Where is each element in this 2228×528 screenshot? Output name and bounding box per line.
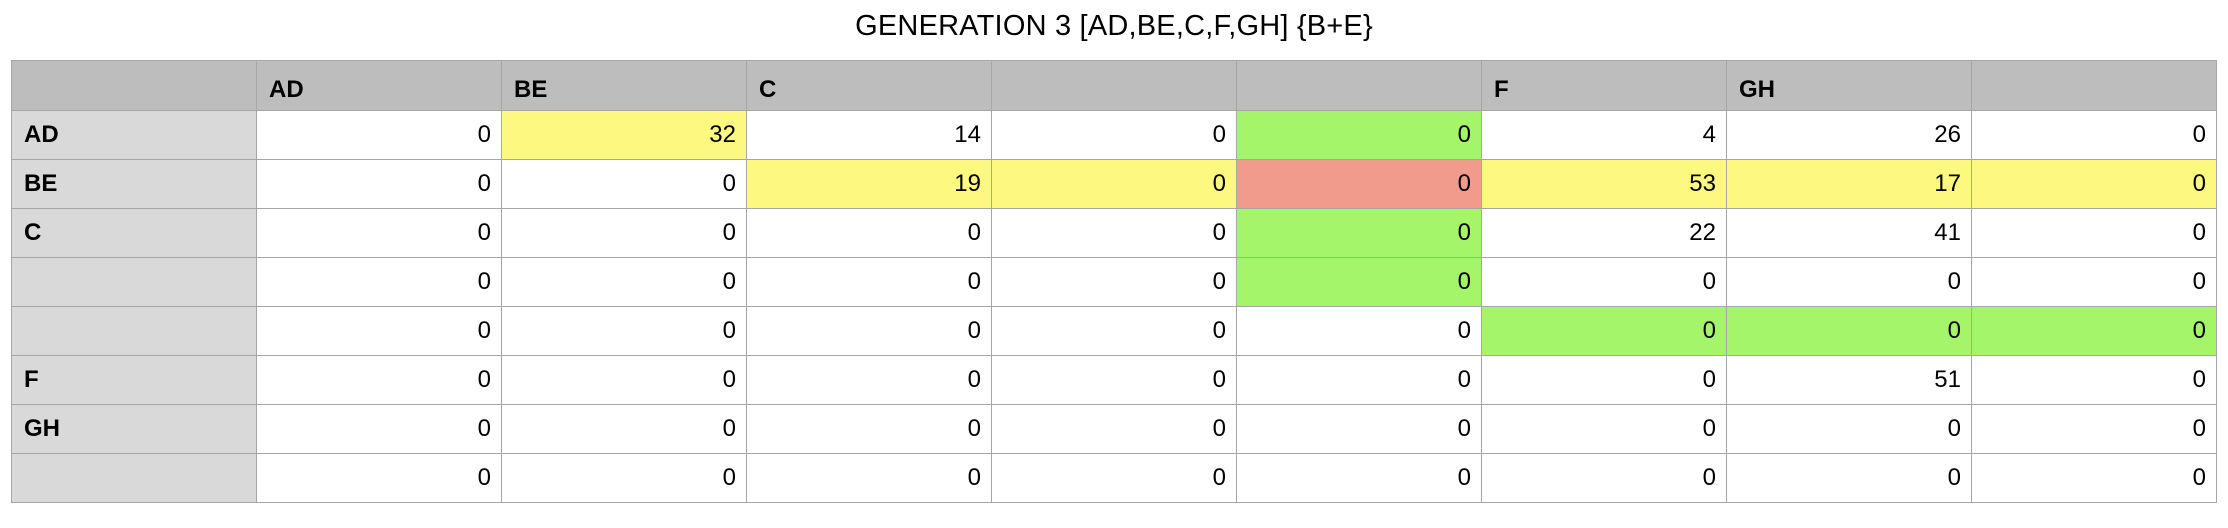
matrix-cell: 0 [1971, 257, 2217, 307]
matrix-cell: 0 [1726, 453, 1972, 503]
matrix-cell: 0 [746, 306, 992, 356]
column-header: AD [256, 60, 502, 111]
column-header: BE [501, 60, 747, 111]
table-row: AD 0 32 14 0 0 4 26 0 [11, 110, 2217, 160]
matrix-cell: 0 [991, 355, 1237, 405]
matrix-cell: 0 [991, 110, 1237, 160]
column-header [1236, 60, 1482, 111]
table-row: GH 0 0 0 0 0 0 0 0 [11, 404, 2217, 454]
matrix-cell: 0 [1481, 453, 1727, 503]
matrix-cell: 0 [1236, 404, 1482, 454]
matrix-cell: 0 [256, 306, 502, 356]
matrix-cell: 0 [1236, 257, 1482, 307]
matrix-cell: 0 [1971, 404, 2217, 454]
matrix-cell: 0 [1971, 453, 2217, 503]
matrix-cell: 0 [501, 208, 747, 258]
matrix-cell: 0 [256, 159, 502, 209]
matrix-cell: 0 [1971, 306, 2217, 356]
table-body: AD 0 32 14 0 0 4 26 0 BE 0 0 19 0 0 53 17 0 C 0 0 0 0 0 22 41 0 0 0 0… [11, 110, 2217, 503]
column-header [991, 60, 1237, 111]
matrix-cell: 19 [746, 159, 992, 209]
matrix-cell: 0 [991, 453, 1237, 503]
matrix-cell: 0 [1236, 110, 1482, 160]
matrix-cell: 0 [746, 453, 992, 503]
column-header: C [746, 60, 992, 111]
matrix-cell: 0 [256, 355, 502, 405]
matrix-cell: 0 [256, 257, 502, 307]
matrix-cell: 0 [1726, 306, 1972, 356]
matrix-cell: 0 [991, 257, 1237, 307]
matrix-cell: 0 [1971, 208, 2217, 258]
matrix-cell: 22 [1481, 208, 1727, 258]
matrix-cell: 0 [501, 355, 747, 405]
row-header: GH [11, 404, 257, 454]
matrix-cell: 4 [1481, 110, 1727, 160]
matrix-cell: 0 [746, 404, 992, 454]
table-row: F 0 0 0 0 0 0 51 0 [11, 355, 2217, 405]
matrix-cell: 0 [1236, 453, 1482, 503]
matrix-cell: 0 [501, 257, 747, 307]
column-header [1971, 60, 2217, 111]
header-row: AD BE C F GH [11, 60, 2217, 111]
matrix-cell: 0 [1236, 355, 1482, 405]
row-header: F [11, 355, 257, 405]
matrix-cell: 0 [1481, 355, 1727, 405]
row-header: AD [11, 110, 257, 160]
matrix-cell: 0 [1726, 257, 1972, 307]
matrix-cell: 0 [1236, 208, 1482, 258]
matrix-cell: 0 [1236, 306, 1482, 356]
matrix-cell: 0 [991, 159, 1237, 209]
matrix-cell: 0 [746, 208, 992, 258]
matrix-table: AD BE C F GH AD 0 32 14 0 0 4 26 0 BE 0 0 19 0 0 53 17 0 C 0 0 0 0… [11, 60, 2217, 503]
page-title: GENERATION 3 [AD,BE,C,F,GH] {B+E} [855, 10, 1373, 42]
row-header [11, 453, 257, 503]
matrix-cell: 0 [991, 404, 1237, 454]
matrix-cell: 0 [1726, 404, 1972, 454]
row-header [11, 306, 257, 356]
matrix-cell: 0 [256, 208, 502, 258]
matrix-cell: 32 [501, 110, 747, 160]
matrix-cell: 0 [1236, 159, 1482, 209]
matrix-cell: 0 [1971, 110, 2217, 160]
matrix-cell: 0 [256, 404, 502, 454]
matrix-cell: 0 [991, 306, 1237, 356]
corner-header-cell [11, 60, 257, 111]
matrix-cell: 41 [1726, 208, 1972, 258]
matrix-cell: 51 [1726, 355, 1972, 405]
matrix-cell: 0 [501, 453, 747, 503]
matrix-cell: 53 [1481, 159, 1727, 209]
matrix-cell: 0 [501, 159, 747, 209]
table-row: BE 0 0 19 0 0 53 17 0 [11, 159, 2217, 209]
matrix-cell: 0 [501, 404, 747, 454]
matrix-cell: 0 [991, 208, 1237, 258]
matrix-cell: 0 [746, 355, 992, 405]
matrix-cell: 17 [1726, 159, 1972, 209]
row-header: BE [11, 159, 257, 209]
matrix-cell: 0 [1481, 404, 1727, 454]
matrix-cell: 0 [256, 110, 502, 160]
row-header: C [11, 208, 257, 258]
matrix-cell: 0 [256, 453, 502, 503]
matrix-cell: 0 [746, 257, 992, 307]
matrix-cell: 0 [1971, 355, 2217, 405]
matrix-cell: 0 [1481, 306, 1727, 356]
matrix-cell: 0 [1481, 257, 1727, 307]
table-header: AD BE C F GH [11, 60, 2217, 111]
row-header [11, 257, 257, 307]
matrix-cell: 26 [1726, 110, 1972, 160]
matrix-cell: 0 [1971, 159, 2217, 209]
column-header: GH [1726, 60, 1972, 111]
matrix-cell: 14 [746, 110, 992, 160]
matrix-cell: 0 [501, 306, 747, 356]
column-header: F [1481, 60, 1727, 111]
table-row: C 0 0 0 0 0 22 41 0 [11, 208, 2217, 258]
